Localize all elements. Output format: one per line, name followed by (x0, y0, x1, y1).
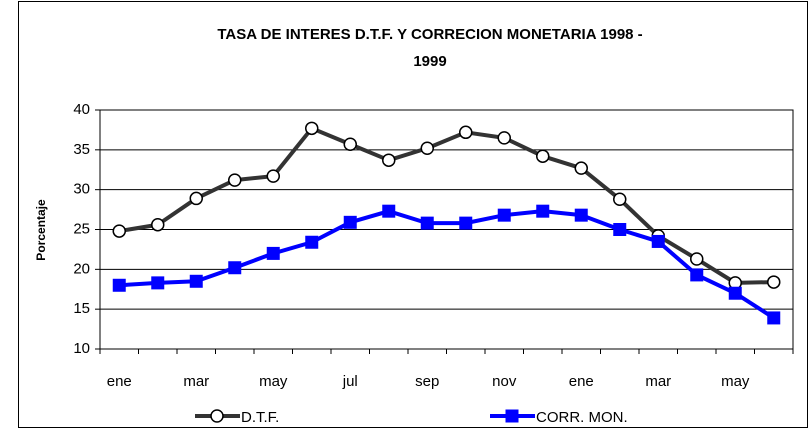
point (151, 276, 165, 290)
y-tick-label: 30 (73, 181, 90, 198)
x-tick-label: jul (342, 373, 358, 390)
point (382, 204, 396, 218)
legend-label: D.T.F. (241, 409, 279, 426)
y-axis-label: Porcentaje (34, 199, 48, 261)
point (497, 208, 511, 222)
point (151, 217, 165, 232)
y-tick-label: 40 (73, 101, 90, 118)
legend-label: CORR. MON. (536, 409, 628, 426)
x-tick-label: ene (569, 373, 594, 390)
chart-title: 1999 (413, 53, 446, 70)
x-tick-label: ene (107, 373, 132, 390)
chart-title: TASA DE INTERES D.T.F. Y CORRECION MONET… (217, 26, 642, 43)
point (651, 234, 665, 248)
point (536, 204, 550, 218)
point (305, 121, 319, 136)
x-tick-label: may (721, 373, 750, 390)
legend-marker (505, 409, 519, 423)
legend-marker (210, 409, 224, 423)
x-tick-label: may (259, 373, 288, 390)
point (420, 216, 434, 230)
point (613, 192, 627, 206)
point (266, 246, 280, 260)
x-tick-label: mar (645, 373, 671, 390)
point (536, 149, 550, 163)
y-tick-label: 35 (73, 141, 90, 158)
point (343, 137, 357, 152)
point (343, 215, 357, 229)
point (112, 278, 126, 292)
y-tick-label: 20 (73, 260, 90, 277)
x-tick-label: mar (183, 373, 209, 390)
point (497, 131, 511, 145)
y-tick-label: 15 (73, 300, 90, 317)
point (728, 286, 742, 300)
point (305, 235, 319, 249)
point (613, 223, 627, 236)
point (767, 311, 781, 325)
point (574, 161, 588, 175)
point (228, 261, 242, 275)
point (459, 216, 473, 230)
point (266, 169, 280, 183)
point (420, 141, 434, 155)
point (112, 224, 126, 238)
x-tick-label: sep (415, 373, 439, 390)
y-tick-label: 25 (73, 220, 90, 237)
point (459, 125, 473, 140)
point (189, 191, 203, 206)
point (690, 268, 704, 282)
point (690, 252, 704, 266)
point (189, 274, 203, 288)
x-tick-label: nov (492, 373, 517, 390)
point (382, 153, 396, 167)
point (574, 208, 588, 222)
point (767, 275, 781, 289)
y-tick-label: 10 (73, 340, 90, 357)
point (228, 173, 242, 187)
